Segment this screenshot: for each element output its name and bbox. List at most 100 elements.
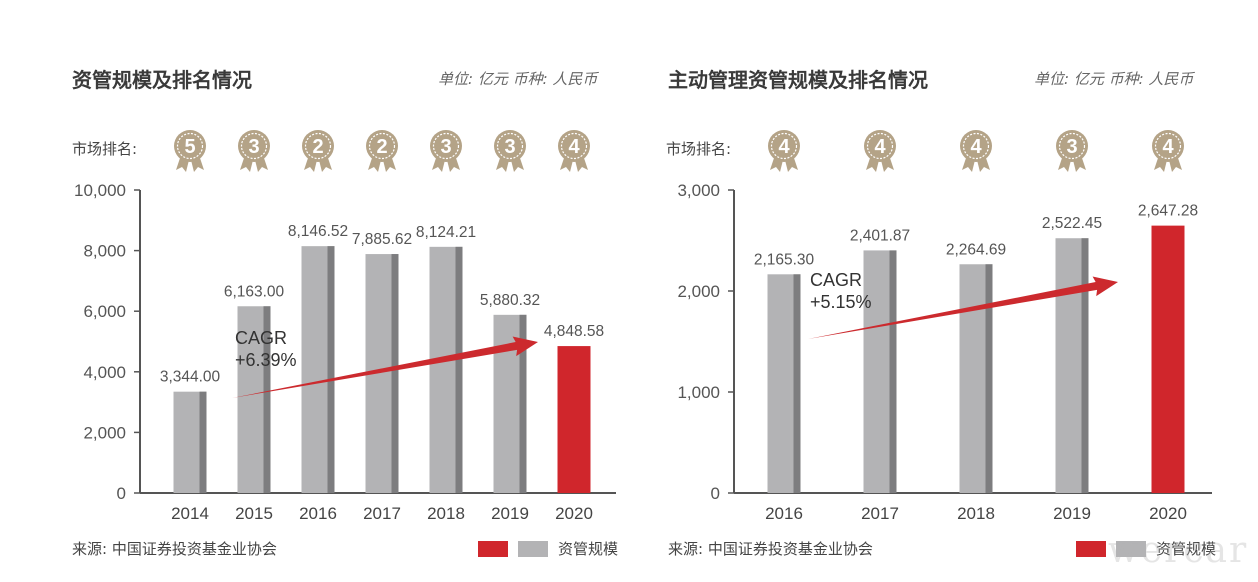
medal-ribbon-right (575, 158, 588, 172)
legend-swatch-gray (1116, 540, 1146, 557)
medal-ribbon-left (866, 158, 879, 172)
medal-ribbon-right (1169, 158, 1182, 172)
medal-ribbon-right (447, 158, 460, 172)
legend-swatch-gray (518, 540, 548, 557)
value-label: 2,165.30 (754, 251, 815, 268)
medal-disc (174, 130, 206, 162)
bar-shadow (199, 391, 207, 493)
x-tick-label: 2020 (555, 504, 593, 523)
value-label: 2,522.45 (1042, 215, 1102, 232)
rank-number: 4 (1162, 136, 1174, 158)
medal-ring (496, 132, 524, 160)
medal-ring (304, 132, 332, 160)
medal-disc (302, 130, 334, 162)
medal-ribbon-left (432, 158, 445, 172)
legend-label: 资管规模 (1156, 540, 1217, 558)
rank-label: 市场排名: (72, 140, 138, 158)
y-tick-label: 6,000 (83, 302, 126, 321)
watermark: wercar (1108, 530, 1249, 571)
medal-ribbon-right (977, 158, 990, 172)
medal-disc (494, 130, 526, 162)
value-label: 2,264.69 (946, 241, 1006, 258)
medal-disc (1056, 130, 1088, 162)
rank-number: 3 (248, 136, 259, 158)
medal-ribbon-right (319, 158, 332, 172)
value-label: 7,885.62 (352, 231, 412, 248)
bar-shadow (327, 246, 335, 493)
x-tick-label: 2019 (1053, 504, 1091, 523)
medal-ring (1154, 132, 1182, 160)
medal-disc (960, 130, 992, 162)
medal-ribbon-left (1058, 158, 1071, 172)
rank-number: 2 (376, 136, 387, 158)
rank-medal-icon: 5 (174, 130, 206, 172)
x-tick-label: 2020 (1149, 504, 1187, 523)
rank-medal-icon: 3 (494, 130, 526, 172)
rank-medal-icon: 4 (1152, 130, 1184, 172)
rank-number: 4 (970, 136, 982, 158)
rank-label: 市场排名: (666, 140, 732, 158)
value-label: 8,146.52 (288, 223, 348, 240)
legend-swatch-red (1076, 540, 1106, 557)
medal-ring (368, 132, 396, 160)
bar-shadow (793, 274, 801, 493)
medal-ring (432, 132, 460, 160)
chart-panel-aum: 资管规模及排名情况 单位: 亿元 币种: 人民币 市场排名: 0 2,000 4,0… (72, 68, 618, 559)
chart-title: 主动管理资管规模及排名情况 (668, 68, 928, 92)
legend: 资管规模 (1076, 538, 1216, 559)
rank-number: 2 (312, 136, 323, 158)
y-tick-label: 3,000 (677, 181, 720, 200)
rank-number: 3 (1066, 136, 1077, 158)
x-tick-label: 2017 (363, 504, 401, 523)
x-tick-label: 2019 (491, 504, 529, 523)
rank-medal-icon: 4 (558, 130, 590, 172)
medal-ribbon-right (785, 158, 798, 172)
rank-number: 4 (874, 136, 886, 158)
cagr-label: CAGR (810, 270, 862, 290)
medal-ring (962, 132, 990, 160)
rank-medal-icon: 3 (1056, 130, 1088, 172)
legend: 资管规模 (478, 538, 618, 559)
medal-disc (558, 130, 590, 162)
medal-ring (1058, 132, 1086, 160)
rank-medal-icon: 2 (366, 130, 398, 172)
source-note: 来源: 中国证券投资基金业协会 (668, 540, 873, 558)
y-tick-label: 4,000 (83, 363, 126, 382)
medal-ribbon-right (191, 158, 204, 172)
chart-title: 资管规模及排名情况 (72, 68, 252, 92)
value-label: 2,401.87 (850, 227, 910, 244)
value-label: 3,344.00 (160, 369, 221, 386)
bar-shadow (985, 264, 993, 493)
medal-ring (240, 132, 268, 160)
rank-number: 5 (184, 136, 195, 158)
y-tick-label: 8,000 (83, 242, 126, 261)
y-tick-label: 1,000 (677, 383, 720, 402)
medal-ribbon-left (240, 158, 253, 172)
medal-ring (560, 132, 588, 160)
bar-chart-active-aum: 0 1,000 2,000 3,000 2,165.30 2016 4 2,401.87 201… (677, 130, 1212, 523)
value-label: 8,124.21 (416, 224, 476, 241)
x-tick-label: 2014 (171, 504, 209, 523)
value-label: 5,880.32 (480, 292, 540, 309)
legend-swatch-red (478, 540, 508, 557)
rank-number: 3 (504, 136, 515, 158)
rank-medal-icon: 2 (302, 130, 334, 172)
unit-note: 单位: 亿元 币种: 人民币 (438, 70, 598, 88)
medal-ring (866, 132, 894, 160)
medal-disc (864, 130, 896, 162)
medal-ribbon-right (1073, 158, 1086, 172)
rank-medal-icon: 4 (864, 130, 896, 172)
bar-chart-aum: 0 2,000 4,000 6,000 8,000 10,000 3,344.00 2014 5… (74, 130, 616, 523)
medal-disc (238, 130, 270, 162)
value-label: 6,163.00 (224, 283, 285, 300)
x-tick-label: 2018 (957, 504, 995, 523)
x-tick-label: 2015 (235, 504, 273, 523)
cagr-label: CAGR (235, 328, 287, 348)
x-tick-label: 2018 (427, 504, 465, 523)
medal-ribbon-right (383, 158, 396, 172)
bar-shadow (889, 250, 897, 493)
x-tick-label: 2017 (861, 504, 899, 523)
medal-ribbon-left (1154, 158, 1167, 172)
rank-medal-icon: 3 (238, 130, 270, 172)
x-tick-label: 2016 (765, 504, 803, 523)
